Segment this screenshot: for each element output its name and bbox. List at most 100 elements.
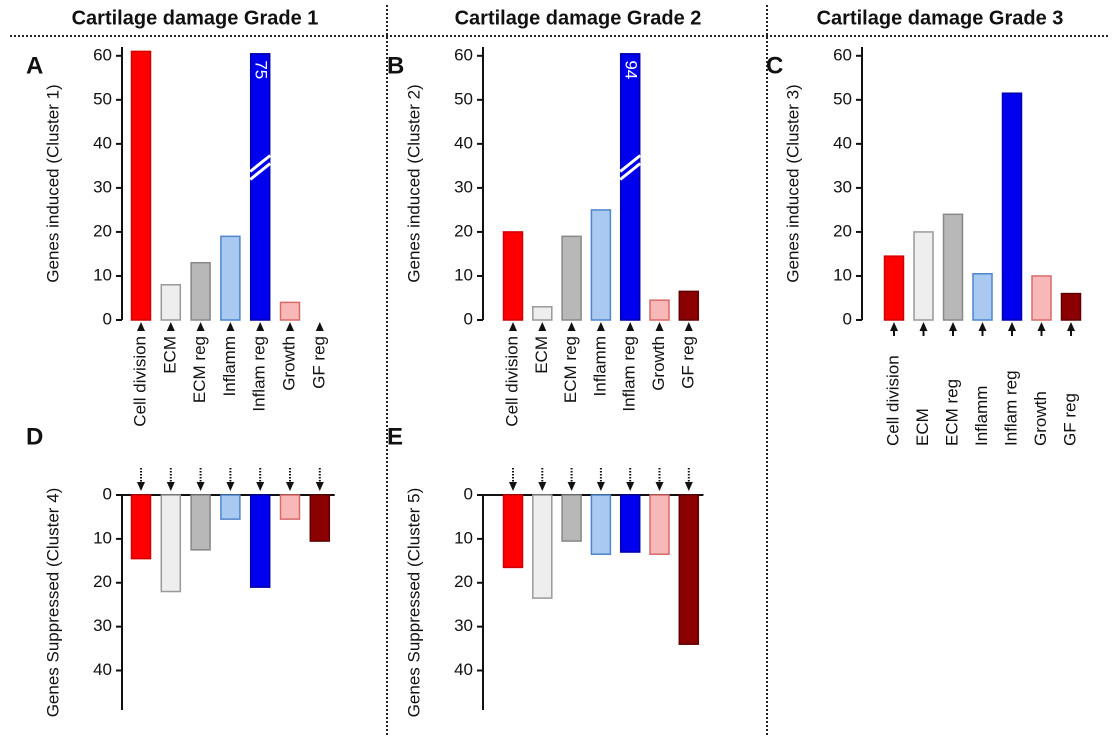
arrow <box>166 482 175 491</box>
arrow <box>137 482 145 491</box>
arrow <box>567 322 576 331</box>
y-tick-label: 10 <box>93 265 112 284</box>
value-label: 75 <box>252 60 271 79</box>
y-tick-label: 60 <box>93 45 112 64</box>
y-tick-label: 30 <box>93 616 112 635</box>
y-axis-title: Genes Suppressed (Cluster 4) <box>43 488 62 718</box>
category-label: Inflam reg <box>1001 370 1020 446</box>
y-tick-label: 0 <box>103 484 112 503</box>
arrow <box>315 482 324 491</box>
arrow <box>626 322 635 331</box>
y-tick-label: 10 <box>93 528 112 547</box>
y-tick-label: 20 <box>454 572 473 591</box>
axis-break <box>249 154 272 173</box>
category-label: GF reg <box>309 336 328 389</box>
bar <box>502 231 524 321</box>
bar <box>249 494 271 588</box>
y-tick-label: 0 <box>464 309 473 328</box>
y-tick-label: 40 <box>833 133 852 152</box>
y-tick-label: 50 <box>454 89 473 108</box>
category-label: ECM reg <box>561 336 580 403</box>
y-tick-label: 10 <box>454 265 473 284</box>
bar <box>561 235 582 321</box>
arrow <box>919 322 928 331</box>
arrow <box>256 482 265 491</box>
bar <box>913 231 934 321</box>
bar <box>502 494 524 569</box>
category-label: Inflam reg <box>620 336 639 412</box>
bar <box>190 262 211 321</box>
arrow <box>166 322 175 331</box>
bar <box>649 494 670 555</box>
arrow <box>684 322 693 331</box>
arrow <box>256 322 265 331</box>
y-tick-label: 10 <box>454 528 473 547</box>
bar <box>678 290 700 321</box>
y-tick-label: 50 <box>833 89 852 108</box>
bar <box>130 494 152 560</box>
category-label: Inflamm <box>220 336 239 396</box>
arrow <box>684 482 693 491</box>
bar <box>249 53 271 321</box>
arrow <box>509 482 517 491</box>
bar <box>649 299 670 321</box>
category-label: Cell division <box>502 336 521 427</box>
y-tick-label: 30 <box>93 177 112 196</box>
arrow <box>596 322 605 331</box>
y-tick-label: 30 <box>454 616 473 635</box>
arrow <box>1008 322 1016 331</box>
axis-break <box>619 162 642 181</box>
category-label: Inflam reg <box>250 336 269 412</box>
bar <box>942 213 964 321</box>
bar <box>220 235 241 321</box>
y-tick-label: 40 <box>454 660 473 679</box>
column-header: Cartilage damage Grade 2 <box>455 7 702 29</box>
y-axis-title: Genes induced (Cluster 2) <box>404 84 423 282</box>
bar <box>532 306 553 321</box>
column-header: Cartilage damage Grade 1 <box>72 7 319 29</box>
bar <box>220 494 241 520</box>
category-label: Growth <box>279 336 298 391</box>
arrow <box>315 322 324 331</box>
y-tick-label: 20 <box>833 221 852 240</box>
y-tick-label: 40 <box>454 133 473 152</box>
arrow <box>538 322 547 331</box>
y-tick-label: 0 <box>843 309 852 328</box>
bar <box>678 494 700 645</box>
arrow <box>567 482 576 491</box>
bar <box>532 494 553 599</box>
y-axis-title: Genes induced (Cluster 3) <box>783 84 802 282</box>
category-label: ECM <box>160 336 179 374</box>
arrow <box>978 322 987 331</box>
bar <box>972 273 993 321</box>
arrow <box>509 322 517 331</box>
y-tick-label: 40 <box>93 133 112 152</box>
y-tick-label: 20 <box>93 221 112 240</box>
bar <box>619 53 641 321</box>
bar <box>279 494 301 520</box>
arrow <box>196 482 205 491</box>
bar <box>279 301 301 321</box>
bar <box>883 255 905 321</box>
panel-letter: A <box>26 52 43 79</box>
bar <box>590 494 612 555</box>
bar <box>190 494 211 551</box>
panel-letter: E <box>387 423 403 450</box>
panel-letter: B <box>387 52 404 79</box>
category-label: Inflamm <box>590 336 609 396</box>
category-label: Growth <box>649 336 668 391</box>
axis-break <box>249 162 272 181</box>
y-tick-label: 10 <box>833 265 852 284</box>
y-tick-label: 0 <box>103 309 112 328</box>
bar <box>590 209 612 321</box>
bar <box>160 284 182 321</box>
y-tick-label: 40 <box>93 660 112 679</box>
y-tick-label: 30 <box>833 177 852 196</box>
y-axis-title: Genes Suppressed (Cluster 5) <box>404 488 423 718</box>
category-label: Growth <box>1031 391 1050 446</box>
y-tick-label: 0 <box>464 484 473 503</box>
arrow <box>137 322 145 331</box>
arrow <box>949 322 957 331</box>
y-tick-label: 20 <box>93 572 112 591</box>
